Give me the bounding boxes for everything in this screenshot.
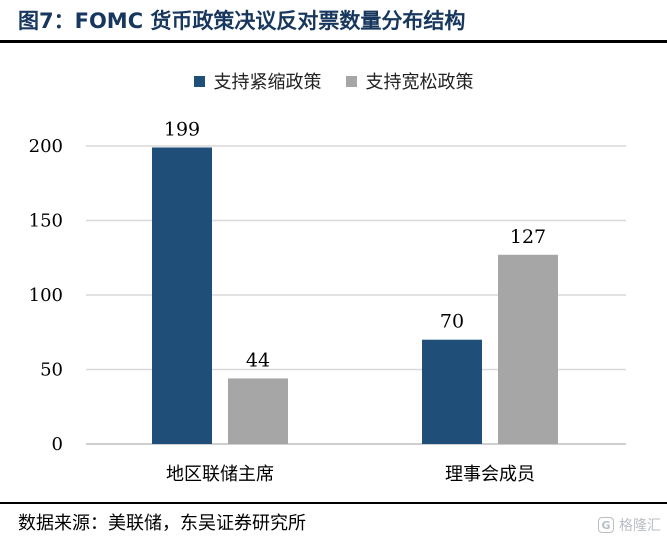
bar-easy-0 <box>228 378 288 444</box>
y-tick-label-200: 200 <box>29 136 63 157</box>
figure-title: 图7：FOMC 货币政策决议反对票数量分布结构 <box>18 9 466 33</box>
x-category-label-0: 地区联储主席 <box>166 464 274 485</box>
watermark-logo-icon: G <box>598 517 614 533</box>
data-label-easy-1: 127 <box>510 226 546 248</box>
bar-chart: 0 50 100 150 200 199 44 地区联储主席 70 127 理事会成员 <box>29 118 626 485</box>
title-rule <box>0 40 667 43</box>
watermark-text: 格隆汇 <box>619 518 661 534</box>
bar-easy-1 <box>498 254 558 444</box>
source-note: 数据来源：美联储，东吴证券研究所 <box>18 513 306 534</box>
data-label-tight-1: 70 <box>440 311 464 333</box>
bar-tight-0 <box>152 147 212 445</box>
y-tick-label-0: 0 <box>52 434 63 455</box>
legend-swatch-tight <box>193 75 205 87</box>
chart-legend: 支持紧缩政策 支持宽松政策 <box>0 66 667 96</box>
y-tick-label-50: 50 <box>40 360 63 381</box>
data-label-easy-0: 44 <box>246 349 270 371</box>
legend-item-tight: 支持紧缩政策 <box>193 68 322 94</box>
source-rule <box>0 502 667 504</box>
legend-swatch-easy <box>345 75 357 87</box>
y-tick-label-150: 150 <box>29 211 63 232</box>
data-label-tight-0: 199 <box>164 118 200 140</box>
legend-item-easy: 支持宽松政策 <box>345 68 474 94</box>
bar-tight-1 <box>422 339 482 444</box>
watermark: G 格隆汇 <box>598 514 661 536</box>
y-tick-label-100: 100 <box>29 285 63 306</box>
x-category-label-1: 理事会成员 <box>445 464 535 485</box>
legend-label-easy: 支持宽松政策 <box>365 72 474 93</box>
legend-label-tight: 支持紧缩政策 <box>213 72 322 93</box>
